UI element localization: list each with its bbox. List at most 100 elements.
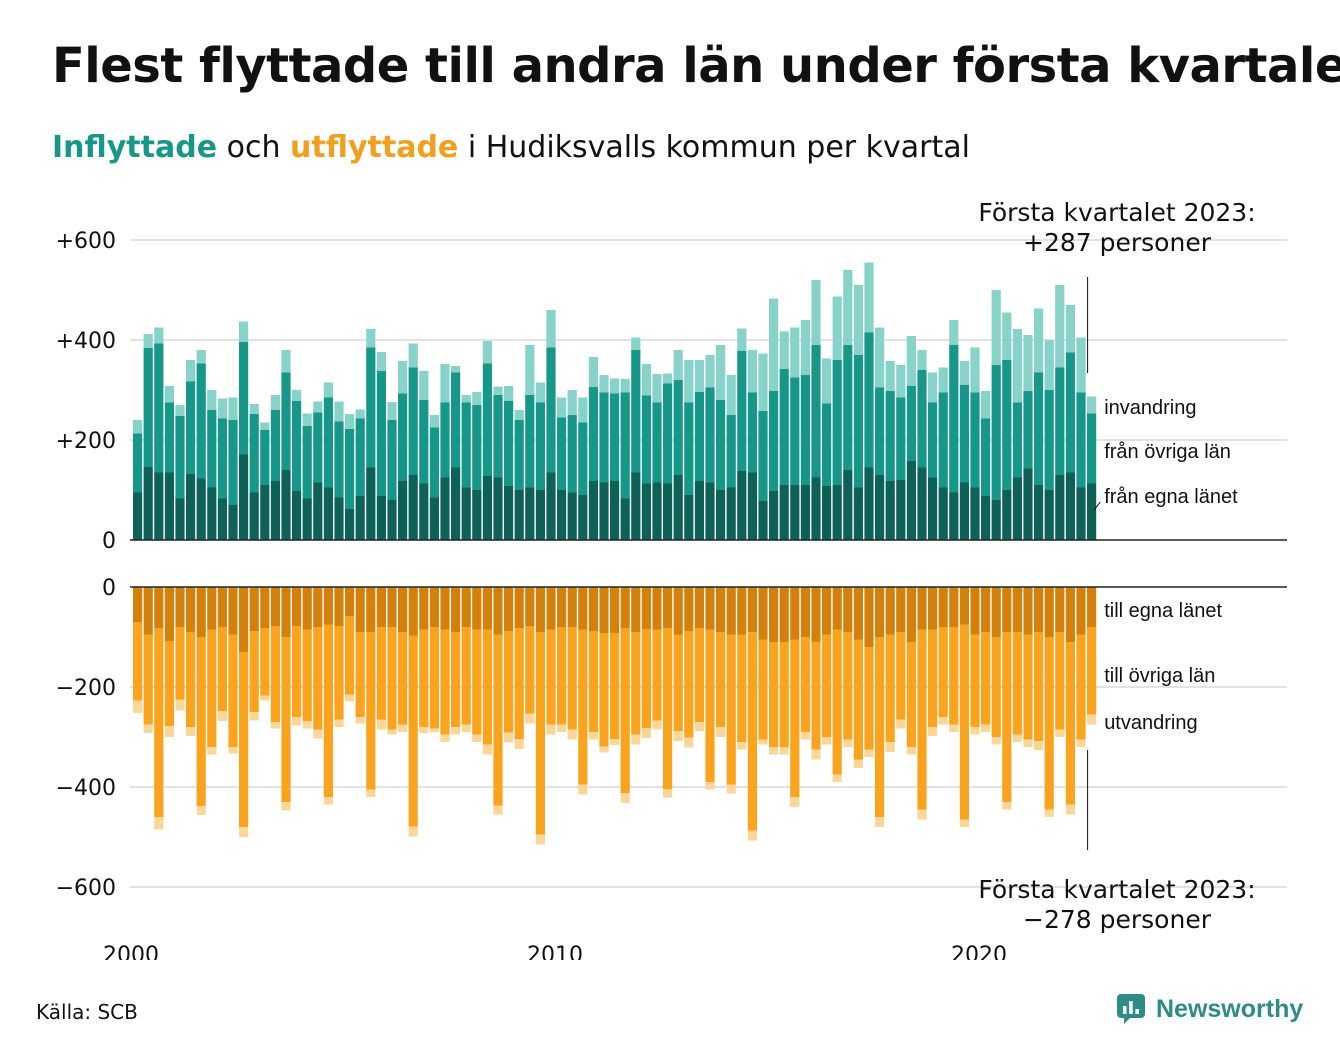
bar-out-own-county xyxy=(578,587,588,630)
bar-out-own-county xyxy=(970,587,980,635)
bar-out-other-counties xyxy=(154,628,164,817)
bar-in-own-county xyxy=(684,495,694,540)
axes: 2000 2010 2020 xyxy=(103,539,1287,960)
bar-in-own-county xyxy=(981,496,991,540)
bar-out-emigration xyxy=(949,724,959,732)
bar-in-other-counties xyxy=(843,345,853,470)
bar-out-emigration xyxy=(345,694,355,701)
bar-out-own-county xyxy=(461,587,471,627)
bar-out-emigration xyxy=(546,724,556,735)
bar-in-other-counties xyxy=(906,386,916,461)
bar-in-own-county xyxy=(769,491,779,540)
bar-out-own-county xyxy=(504,587,514,631)
bar-in-own-county xyxy=(896,480,906,540)
bar-out-own-county xyxy=(525,587,535,626)
bar-out-own-county xyxy=(938,587,948,627)
bar-in-other-counties xyxy=(864,332,874,468)
bar-out-emigration xyxy=(525,713,535,724)
bar-out-own-county xyxy=(270,587,280,626)
bar-in-other-counties xyxy=(779,369,789,485)
bar-in-other-counties xyxy=(769,391,779,491)
bar-in-other-counties xyxy=(875,387,885,475)
bar-out-other-counties xyxy=(1065,642,1075,805)
bar-out-other-counties xyxy=(228,634,238,747)
migration-chart: 0 +200 +400 +600 0 −200 −400 −600 2000 2010 2020… xyxy=(56,198,1287,960)
bar-out-own-county xyxy=(588,587,598,631)
bar-in-immigration xyxy=(620,379,630,393)
bar-in-own-county xyxy=(1076,487,1086,540)
bar-in-other-counties xyxy=(376,371,386,496)
bar-out-other-counties xyxy=(641,629,651,728)
y-tick-label-bottom: −400 xyxy=(56,776,116,801)
bar-out-other-counties xyxy=(546,629,556,725)
bar-in-own-county xyxy=(355,496,365,540)
bar-in-own-county xyxy=(853,487,863,540)
bar-in-immigration xyxy=(578,397,588,423)
bar-in-own-county xyxy=(747,472,757,540)
bar-out-emigration xyxy=(249,712,259,721)
bar-in-immigration xyxy=(758,353,768,411)
bar-out-emigration xyxy=(631,734,641,745)
bar-out-emigration xyxy=(599,746,609,753)
bar-in-other-counties xyxy=(482,363,492,476)
bar-in-other-counties xyxy=(694,392,704,481)
bar-in-own-county xyxy=(641,483,651,540)
bar-out-emigration xyxy=(292,717,302,726)
bar-in-other-counties xyxy=(599,392,609,483)
bar-in-own-county xyxy=(779,485,789,540)
bar-out-own-county xyxy=(419,587,429,630)
bar-in-other-counties xyxy=(578,422,588,495)
bar-in-own-county xyxy=(620,498,630,540)
bar-in-other-counties xyxy=(429,427,439,498)
bar-in-immigration xyxy=(610,378,620,394)
bar-out-own-county xyxy=(323,587,333,625)
series-label-bottom: utvandring xyxy=(1104,712,1197,734)
bar-out-own-county xyxy=(249,587,259,631)
bar-out-own-county xyxy=(440,587,450,630)
bar-out-emigration xyxy=(853,759,863,768)
bar-in-immigration xyxy=(875,327,885,388)
bar-in-immigration xyxy=(641,364,651,396)
bar-in-own-county xyxy=(1012,477,1022,540)
bar-out-own-county xyxy=(896,587,906,632)
bar-out-emigration xyxy=(482,744,492,755)
bar-out-own-county xyxy=(429,587,439,627)
bar-out-own-county xyxy=(1002,587,1012,632)
bar-out-other-counties xyxy=(493,634,503,806)
bar-in-immigration xyxy=(228,397,238,420)
bar-out-own-county xyxy=(684,587,694,631)
bar-out-emigration xyxy=(906,747,916,755)
bar-out-other-counties xyxy=(567,627,577,730)
bar-in-own-county xyxy=(906,461,916,540)
bar-out-own-county xyxy=(758,587,768,640)
bar-out-emigration xyxy=(938,717,948,725)
bar-out-other-counties xyxy=(557,627,567,725)
bar-out-own-county xyxy=(875,587,885,637)
bar-out-own-county xyxy=(228,587,238,635)
bar-out-other-counties xyxy=(323,624,333,797)
bar-in-own-county xyxy=(313,482,323,540)
bar-in-own-county xyxy=(1023,468,1033,540)
bar-in-immigration xyxy=(482,341,492,364)
bar-out-other-counties xyxy=(673,634,683,731)
bar-out-emigration xyxy=(779,747,789,755)
bar-out-own-county xyxy=(663,587,673,628)
bar-in-own-county xyxy=(366,467,376,540)
bar-in-immigration xyxy=(790,327,800,378)
bar-out-own-county xyxy=(292,587,302,626)
bar-out-emigration xyxy=(1055,729,1065,737)
bar-out-emigration xyxy=(493,805,503,815)
bar-in-immigration xyxy=(811,280,821,345)
bar-in-other-counties xyxy=(334,421,344,498)
bar-in-own-county xyxy=(323,487,333,540)
bar-in-immigration xyxy=(832,296,842,360)
bar-out-other-counties xyxy=(705,629,715,782)
bar-in-immigration xyxy=(461,395,471,403)
bar-in-own-county xyxy=(811,477,821,540)
bar-in-own-county xyxy=(567,492,577,540)
bar-out-emigration xyxy=(355,717,365,724)
bar-in-other-counties xyxy=(822,403,832,486)
bar-out-own-county xyxy=(1055,587,1065,632)
y-tick-label-bottom: −200 xyxy=(56,676,116,701)
bar-out-own-county xyxy=(387,587,397,627)
